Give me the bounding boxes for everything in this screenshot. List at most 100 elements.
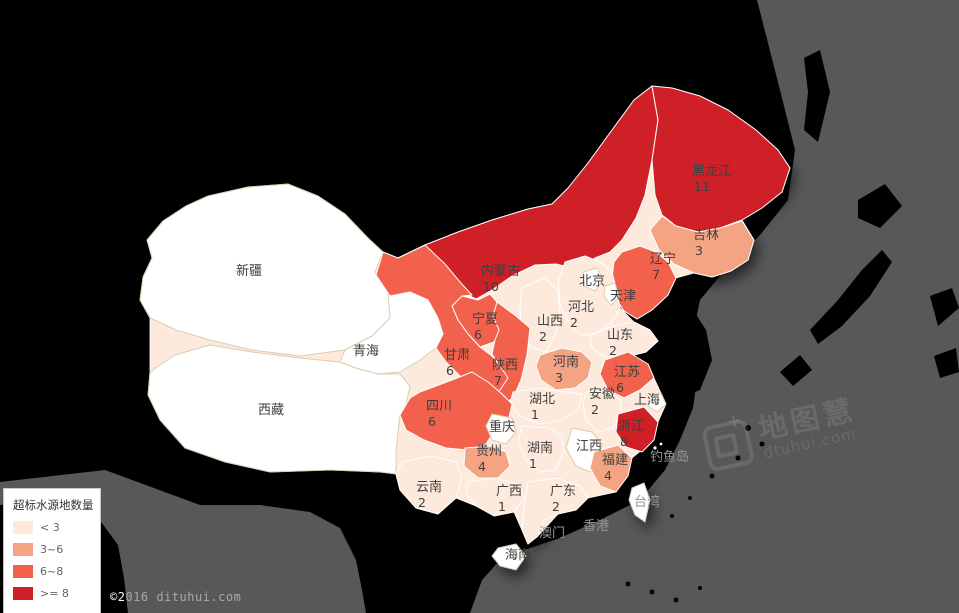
province-value-四川: 6 — [428, 414, 436, 429]
province-value-吉林: 3 — [695, 243, 703, 258]
province-label-西藏: 西藏 — [258, 403, 284, 418]
province-value-安徽: 2 — [591, 402, 599, 417]
province-label-江西: 江西 — [576, 439, 602, 454]
small-islands-light — [653, 442, 663, 450]
province-label-湖北: 湖北 — [529, 392, 555, 407]
province-重庆[interactable] — [485, 413, 517, 445]
legend-item: >= 8 — [13, 587, 91, 600]
province-山西[interactable] — [519, 277, 561, 353]
province-label-内蒙古: 内蒙古 — [481, 263, 520, 279]
province-value-广西: 1 — [498, 499, 506, 514]
china-landmass — [139, 85, 791, 571]
province-label-山东: 山东 — [607, 328, 633, 343]
province-label-陕西: 陕西 — [492, 358, 518, 373]
province-label-河北: 河北 — [568, 300, 594, 315]
province-label-宁夏: 宁夏 — [472, 311, 498, 327]
province-label-湖南: 湖南 — [527, 440, 553, 456]
province-label-澳门: 澳门 — [539, 525, 565, 541]
province-value-贵州: 4 — [478, 459, 486, 474]
province-北京[interactable] — [582, 267, 604, 292]
province-浙江[interactable] — [615, 406, 659, 453]
province-label-黑龙江: 黑龙江 — [692, 164, 731, 179]
province-新疆[interactable] — [139, 183, 391, 357]
sakhalin-silhouette — [804, 50, 830, 142]
province-label-海南: 海南 — [505, 547, 531, 563]
province-label-安徽: 安徽 — [589, 387, 615, 402]
province-value-陕西: 7 — [494, 373, 502, 388]
province-label-天津: 天津 — [610, 289, 636, 304]
province-label-浙江: 浙江 — [618, 419, 644, 434]
province-吉林[interactable] — [649, 215, 755, 278]
legend-swatch — [13, 543, 33, 556]
province-河南[interactable] — [535, 347, 593, 391]
province-value-甘肃: 6 — [446, 363, 454, 378]
legend-item: 3~6 — [13, 543, 91, 556]
province-内蒙古[interactable] — [397, 85, 659, 300]
province-label-上海: 上海 — [634, 393, 660, 408]
province-value-福建: 4 — [604, 468, 612, 483]
province-label-吉林: 吉林 — [693, 228, 719, 243]
province-label-香港: 香港 — [583, 519, 609, 534]
province-value-浙江: 8 — [620, 434, 628, 449]
province-label-河南: 河南 — [553, 354, 579, 370]
province-value-内蒙古: 10 — [483, 279, 499, 294]
copyright-text: ©2016 dituhui.com — [110, 590, 242, 604]
province-河北[interactable] — [557, 255, 621, 337]
province-label-云南: 云南 — [416, 479, 442, 495]
province-value-湖南: 1 — [529, 456, 537, 471]
province-label-重庆: 重庆 — [489, 419, 515, 435]
korea-silhouette — [642, 292, 712, 398]
province-福建[interactable] — [589, 444, 633, 493]
province-山东[interactable] — [589, 321, 659, 358]
japan-main-silhouette — [810, 250, 892, 344]
province-安徽[interactable] — [582, 387, 623, 433]
province-label-辽宁: 辽宁 — [650, 251, 676, 267]
province-湖北[interactable] — [509, 387, 583, 425]
province-贵州[interactable] — [463, 445, 511, 479]
province-value-黑龙江: 11 — [694, 179, 710, 194]
province-海南[interactable] — [491, 543, 527, 571]
province-黑龙江[interactable] — [651, 85, 791, 233]
legend-item: 6~8 — [13, 565, 91, 578]
province-湖南[interactable] — [517, 425, 565, 473]
province-value-河北: 2 — [570, 315, 578, 330]
province-value-辽宁: 7 — [652, 267, 660, 282]
province-label-四川: 四川 — [426, 399, 452, 414]
province-江苏[interactable] — [599, 351, 655, 399]
province-label-江苏: 江苏 — [614, 364, 640, 380]
province-label-北京: 北京 — [579, 274, 605, 289]
province-广东[interactable] — [521, 477, 589, 545]
province-上海[interactable] — [647, 392, 667, 413]
province-广西[interactable] — [465, 477, 525, 517]
province-label-甘肃: 甘肃 — [444, 348, 470, 363]
kyushu-silhouette — [780, 355, 812, 386]
province-value-宁夏: 6 — [474, 327, 482, 342]
legend-swatch — [13, 565, 33, 578]
province-value-江苏: 6 — [616, 380, 624, 395]
province-台湾[interactable] — [628, 482, 651, 523]
dituhui-logo-icon — [700, 418, 756, 473]
island-blob-2 — [934, 348, 959, 378]
legend-label: 3~6 — [40, 543, 64, 556]
province-label-福建: 福建 — [602, 453, 628, 468]
province-label-山西: 山西 — [537, 314, 563, 329]
province-label-新疆: 新疆 — [236, 263, 262, 279]
province-value-河南: 3 — [555, 370, 563, 385]
small-islands-dark — [625, 425, 765, 603]
province-value-山东: 2 — [609, 343, 617, 358]
legend-label: < 3 — [40, 521, 60, 534]
legend-item: < 3 — [13, 521, 91, 534]
province-label-贵州: 贵州 — [476, 444, 502, 459]
province-云南[interactable] — [395, 455, 463, 515]
province-value-云南: 2 — [418, 495, 426, 510]
province-label-广东: 广东 — [550, 484, 576, 499]
province-layer — [139, 85, 791, 571]
province-天津[interactable] — [603, 282, 620, 306]
foreign-land-east — [470, 0, 959, 613]
island-blob-1 — [930, 288, 959, 326]
province-label-台湾: 台湾 — [634, 494, 660, 510]
province-label-钓鱼岛: 钓鱼岛 — [650, 449, 689, 465]
